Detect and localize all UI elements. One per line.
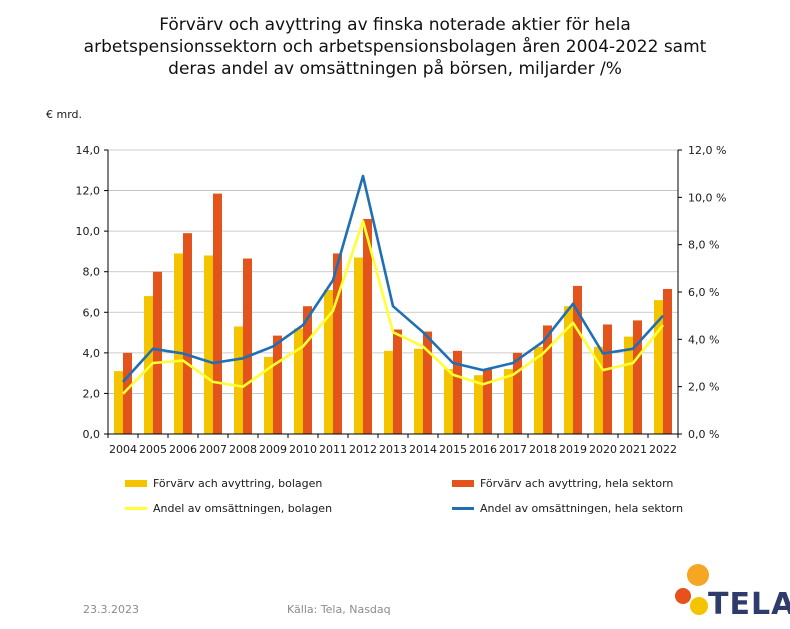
left-tick-label: 8,0	[83, 266, 101, 279]
x-tick-label: 2015	[439, 443, 467, 456]
left-tick-label: 12,0	[76, 185, 101, 198]
bar-bolagen	[654, 300, 663, 434]
legend-swatch-bar-sektorn	[452, 480, 474, 487]
bar-sektorn	[393, 329, 402, 434]
bar-bolagen	[144, 296, 153, 434]
bar-bolagen	[294, 328, 303, 434]
right-tick-label: 4,0 %	[688, 333, 719, 346]
left-tick-label: 0,0	[83, 428, 101, 441]
x-tick-label: 2010	[289, 443, 317, 456]
x-tick-label: 2013	[379, 443, 407, 456]
x-tick-label: 2009	[259, 443, 287, 456]
x-tick-label: 2006	[169, 443, 197, 456]
bar-sektorn	[363, 218, 372, 434]
x-tick-label: 2005	[139, 443, 167, 456]
left-tick-label: 14,0	[76, 144, 101, 157]
right-tick-label: 2,0 %	[688, 381, 719, 394]
bar-sektorn	[573, 285, 582, 434]
bar-sektorn	[633, 320, 642, 434]
x-tick-label: 2020	[589, 443, 617, 456]
bar-sektorn	[663, 288, 672, 434]
bar-bolagen	[234, 326, 243, 434]
bar-sektorn	[213, 193, 222, 434]
right-tick-label: 0,0 %	[688, 428, 719, 441]
line-andel-bolagen	[122, 219, 665, 395]
bar-bolagen	[264, 356, 273, 434]
legend-swatch-bar-bolagen	[125, 480, 147, 487]
tela-logo-text: TELA	[708, 587, 790, 622]
bar-bolagen	[174, 253, 183, 434]
x-tick-label: 2019	[559, 443, 587, 456]
bar-sektorn	[243, 258, 252, 434]
line-andel-sektorn	[122, 174, 664, 383]
bar-sektorn	[423, 331, 432, 434]
legend-bar-sektorn: Förvärv ach avyttring, hela sektorn	[452, 477, 673, 490]
bar-sektorn	[123, 352, 132, 434]
bar-bolagen	[114, 371, 123, 434]
x-tick-label: 2021	[619, 443, 647, 456]
bar-bolagen	[354, 257, 363, 434]
bar-sektorn	[333, 253, 342, 434]
bar-bolagen	[204, 255, 213, 434]
right-tick-label: 8,0 %	[688, 239, 719, 252]
title-line-1: Förvärv och avyttring av finska noterade…	[159, 15, 631, 35]
left-tick-label: 6,0	[83, 306, 101, 319]
bar-sektorn	[153, 271, 162, 434]
bar-bolagen	[594, 346, 603, 434]
footer-date: 23.3.2023	[83, 603, 139, 616]
bar-sektorn	[513, 352, 522, 434]
y-axis-unit-label: € mrd.	[46, 108, 83, 121]
left-tick-label: 10,0	[76, 225, 101, 238]
bar-bolagen	[474, 375, 483, 434]
tela-logo-icon	[675, 564, 709, 615]
x-tick-label: 2011	[319, 443, 347, 456]
legend-bar-bolagen: Förvärv ach avyttring, bolagen	[125, 477, 322, 490]
bar-sektorn	[453, 350, 462, 434]
x-tick-label: 2022	[649, 443, 677, 456]
legend-swatch-line-bolagen	[125, 507, 147, 510]
bar-sektorn	[273, 335, 282, 434]
x-tick-label: 2017	[499, 443, 527, 456]
bar-bolagen	[534, 346, 543, 434]
bar-sektorn	[303, 306, 312, 434]
bar-bolagen	[444, 369, 453, 434]
title-line-2: arbetspensionssektorn och arbetspensions…	[83, 37, 707, 57]
x-tick-label: 2018	[529, 443, 557, 456]
x-tick-label: 2012	[349, 443, 377, 456]
footer-source: Källa: Tela, Nasdaq	[287, 603, 391, 616]
bar-bolagen	[324, 289, 333, 434]
x-tick-label: 2007	[199, 443, 227, 456]
bar-bolagen	[564, 306, 573, 434]
legend-label-line-sektorn: Andel av omsättningen, hela sektorn	[480, 502, 684, 515]
bar-sektorn	[603, 324, 612, 434]
right-tick-label: 12,0 %	[688, 144, 726, 157]
bar-bolagen	[504, 369, 513, 434]
left-tick-label: 2,0	[83, 387, 101, 400]
legend-swatch-line-sektorn	[452, 507, 474, 510]
x-tick-label: 2016	[469, 443, 497, 456]
legend-line-bolagen: Andel av omsättningen, bolagen	[125, 502, 332, 515]
bar-bolagen	[414, 348, 423, 434]
legend-label-bar-bolagen: Förvärv ach avyttring, bolagen	[153, 477, 323, 490]
right-tick-label: 10,0 %	[688, 191, 726, 204]
logo-dot-bottom	[690, 597, 708, 615]
logo-dot-left	[675, 588, 691, 604]
bar-sektorn	[183, 233, 192, 434]
x-tick-label: 2014	[409, 443, 437, 456]
right-tick-label: 6,0 %	[688, 286, 719, 299]
bar-bolagen	[384, 350, 393, 434]
x-tick-label: 2004	[109, 443, 137, 456]
bar-sektorn	[483, 369, 492, 434]
left-tick-label: 4,0	[83, 347, 101, 360]
title-line-3: deras andel av omsättningen på börsen, m…	[168, 59, 622, 79]
legend-label-line-bolagen: Andel av omsättningen, bolagen	[153, 502, 333, 515]
bar-sektorn	[543, 325, 552, 434]
logo-dot-top	[687, 564, 709, 586]
x-tick-label: 2008	[229, 443, 257, 456]
bar-bolagen	[624, 336, 633, 434]
legend-label-bar-sektorn: Förvärv ach avyttring, hela sektorn	[480, 477, 674, 490]
legend-line-sektorn: Andel av omsättningen, hela sektorn	[452, 502, 683, 515]
chart-title: Förvärv och avyttring av finska noterade…	[20, 14, 770, 80]
